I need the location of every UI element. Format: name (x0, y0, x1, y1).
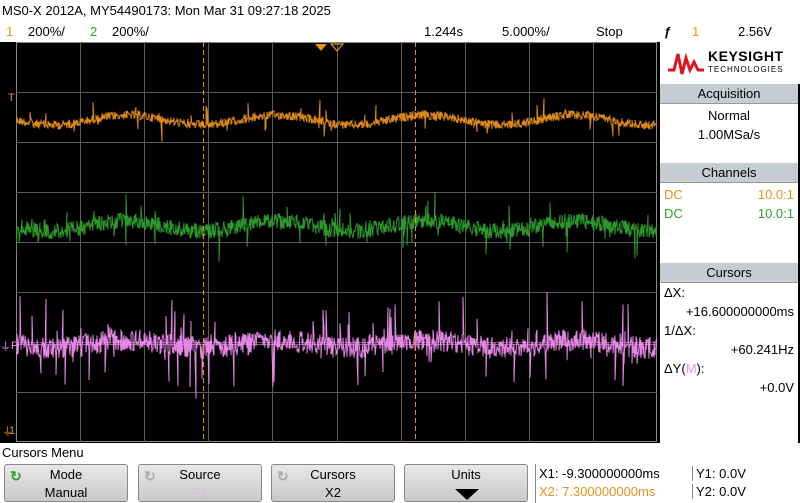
source-softkey-value: F1 (192, 485, 208, 500)
status-bar: 1 200%/ 2 200%/ 1.244s 5.000%/ Stop ƒ 1 … (0, 22, 800, 42)
inv-dx-value: +60.241Hz (730, 342, 794, 357)
source-softkey-label: Source (179, 467, 221, 482)
cursor-readout: X1: -9.300000000ms X2: 7.300000000ms Y1:… (535, 464, 800, 503)
ch1-number[interactable]: 1 (6, 24, 14, 39)
keysight-wave-icon (668, 52, 704, 75)
waveform-traces (16, 42, 657, 442)
mode-knob-icon: ↻ (10, 468, 22, 484)
y2-readout: Y2: 0.0V (692, 484, 746, 499)
dy-value: +0.0V (759, 380, 794, 395)
cursors-softkey-label: Cursors (310, 467, 356, 482)
title-bar: MS0-X 2012A, MY54490173: Mon Mar 31 09:2… (0, 0, 800, 22)
units-softkey[interactable]: Units (404, 464, 528, 502)
timebase-value[interactable]: 5.000%/ (502, 24, 550, 39)
ch2-scale[interactable]: 200%/ (112, 24, 149, 39)
cursors-knob-icon: ↻ (277, 468, 289, 484)
ch1-coupling: DC (664, 187, 683, 202)
channels-panel[interactable]: Channels DC 10.0:1 DC 10.0:1 (660, 163, 798, 264)
cursors-panel[interactable]: Cursors ΔX: +16.600000000ms 1/ΔX: +60.24… (660, 263, 798, 443)
right-panel: KEYSIGHT TECHNOLOGIES Acquisition Normal… (660, 42, 800, 443)
dy-label-end: ): (696, 361, 705, 376)
channel-row-1: DC 10.0:1 (660, 185, 798, 204)
run-state: Stop (596, 24, 623, 39)
ch2-probe: 10.0:1 (757, 206, 794, 221)
channel-row-2: DC 10.0:1 (660, 204, 798, 223)
waveform-display[interactable] (16, 42, 657, 442)
logo-brand: KEYSIGHT (708, 48, 784, 64)
x1-readout: X1: -9.300000000ms (539, 466, 660, 481)
mode-softkey-label: Mode (49, 467, 83, 482)
ch1-probe: 10.0:1 (757, 187, 794, 202)
ch1-ground-icon[interactable]: ⏚ (2, 426, 13, 438)
units-down-arrow-icon (455, 489, 479, 500)
y1-readout: Y1: 0.0V (692, 466, 746, 481)
acquisition-mode: Normal (708, 108, 750, 123)
ch2-coupling: DC (664, 206, 683, 221)
mode-softkey[interactable]: ↻ Mode Manual (4, 464, 128, 502)
window-title: MS0-X 2012A, MY54490173: Mon Mar 31 09:2… (2, 3, 331, 18)
dx-value: +16.600000000ms (685, 304, 794, 319)
cursors-softkey[interactable]: ↻ Cursors X2 (271, 464, 395, 502)
logo-sub: TECHNOLOGIES (708, 65, 784, 74)
keysight-logo: KEYSIGHT TECHNOLOGIES (660, 42, 800, 84)
acquisition-title: Acquisition (660, 84, 798, 104)
dy-label: ΔY( (664, 361, 686, 376)
trigger-level[interactable]: 2.56V (738, 24, 772, 39)
acquisition-rate: 1.00MSa/s (697, 127, 761, 142)
source-knob-icon: ↻ (144, 468, 156, 484)
ch1-scale[interactable]: 200%/ (28, 24, 65, 39)
ch2-number[interactable]: 2 (90, 24, 98, 39)
trigger-source[interactable]: 1 (692, 24, 700, 39)
ch1-ground-marker[interactable]: 1 (9, 425, 16, 437)
trigger-slope-icon: ƒ (664, 24, 672, 39)
delay-value[interactable]: 1.244s (424, 24, 464, 39)
cursors-softkey-value: X2 (325, 485, 341, 500)
dy-source: M (685, 361, 697, 376)
units-softkey-label: Units (451, 467, 481, 482)
dx-label: ΔX: (664, 285, 685, 300)
channels-title: Channels (660, 163, 798, 183)
trigger-level-marker[interactable]: T (8, 92, 15, 104)
mode-softkey-value: Manual (44, 485, 88, 500)
dy-label-row: ΔY(M): (660, 359, 798, 378)
cursors-title: Cursors (660, 263, 798, 283)
source-softkey[interactable]: ↻ Source F1 (138, 464, 262, 502)
math-ground-icon[interactable]: ⏚ (0, 341, 11, 353)
inv-dx-label: 1/ΔX: (664, 323, 696, 338)
x2-readout: X2: 7.300000000ms (539, 484, 656, 499)
menu-title: Cursors Menu (0, 443, 800, 462)
